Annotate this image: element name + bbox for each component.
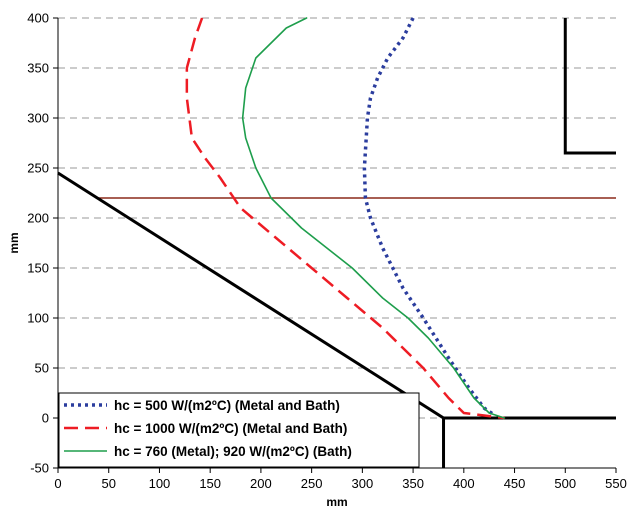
x-tick-label: 0: [54, 476, 61, 491]
y-tick-label: 100: [27, 311, 49, 326]
series-hc-1000: [185, 17, 505, 420]
geometry-lines: [57, 18, 616, 468]
y-tick-label: 50: [35, 361, 49, 376]
x-tick-label: 350: [402, 476, 424, 491]
legend-label-500: hc = 500 W/(m2ºC) (Metal and Bath): [114, 398, 340, 413]
gridlines: [58, 17, 616, 419]
x-ticks: 0 50 100 150 200 250 300 350 400 450 500 550: [54, 468, 627, 491]
x-tick-label: 150: [199, 476, 221, 491]
x-tick-label: 550: [605, 476, 627, 491]
legend-label-760: hc = 760 (Metal); 920 W/(m2ºC) (Bath): [114, 444, 352, 459]
y-tick-label: 300: [27, 111, 49, 126]
y-tick-label: 350: [27, 61, 49, 76]
series-lines: [185, 17, 506, 420]
y-tick-label: 0: [42, 411, 49, 426]
legend: hc = 500 W/(m2ºC) (Metal and Bath) hc = …: [58, 392, 420, 468]
x-tick-label: 450: [504, 476, 526, 491]
x-tick-label: 50: [101, 476, 115, 491]
y-tick-label: 150: [27, 261, 49, 276]
upper-right-box-line: [563, 18, 616, 155]
diagonal-wall-line: [57, 171, 445, 420]
axes: [57, 18, 616, 469]
x-axis-title: mm: [326, 495, 347, 509]
y-ticks: -50 0 50 100 150 200 250 300 350 400: [27, 11, 58, 476]
legend-label-1000: hc = 1000 W/(m2ºC) (Metal and Bath): [114, 421, 347, 436]
x-tick-label: 400: [453, 476, 475, 491]
series-hc-500: [362, 17, 496, 417]
y-tick-label: 200: [27, 211, 49, 226]
x-tick-label: 200: [250, 476, 272, 491]
x-tick-label: 300: [352, 476, 374, 491]
x-tick-label: 100: [149, 476, 171, 491]
y-tick-label: 250: [27, 161, 49, 176]
y-tick-label: -50: [30, 461, 49, 476]
y-axis-title: mm: [7, 232, 21, 253]
series-hc-760: [241, 17, 506, 419]
y-tick-label: 400: [27, 11, 49, 26]
legend-box: [58, 392, 420, 468]
x-tick-label: 250: [301, 476, 323, 491]
x-tick-label: 500: [554, 476, 576, 491]
